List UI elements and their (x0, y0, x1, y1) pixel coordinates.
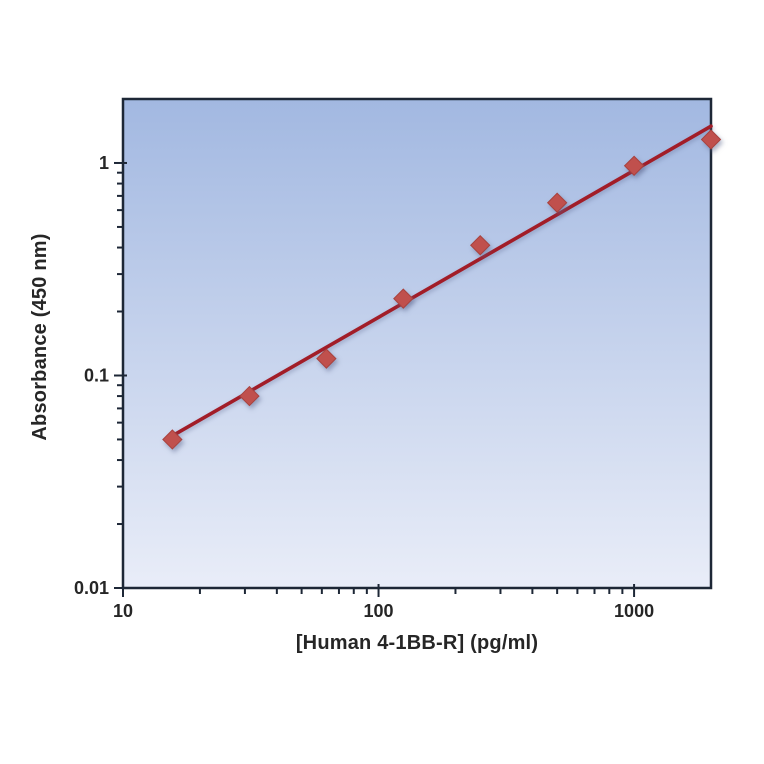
plot-area (123, 99, 711, 588)
data-point-marker (239, 385, 260, 407)
data-point-marker (546, 192, 568, 213)
data-point-markers (162, 129, 722, 450)
data-point-marker (393, 288, 414, 309)
data-point-marker (700, 129, 722, 150)
y-tick-label: 0.1 (84, 365, 109, 385)
x-tick-label: 1000 (614, 601, 654, 621)
data-point-marker (623, 155, 645, 176)
x-tick-label: 10 (113, 601, 133, 621)
x-tick-label: 100 (364, 601, 394, 621)
plot-border (121, 97, 713, 590)
data-point-marker (316, 348, 337, 369)
data-point-marker (162, 429, 183, 450)
y-tick-label: 0.01 (74, 578, 109, 598)
trend-line-group (170, 124, 713, 438)
y-tick-label: 1 (99, 153, 109, 173)
trend-line (170, 124, 713, 438)
data-point-marker (470, 235, 491, 256)
